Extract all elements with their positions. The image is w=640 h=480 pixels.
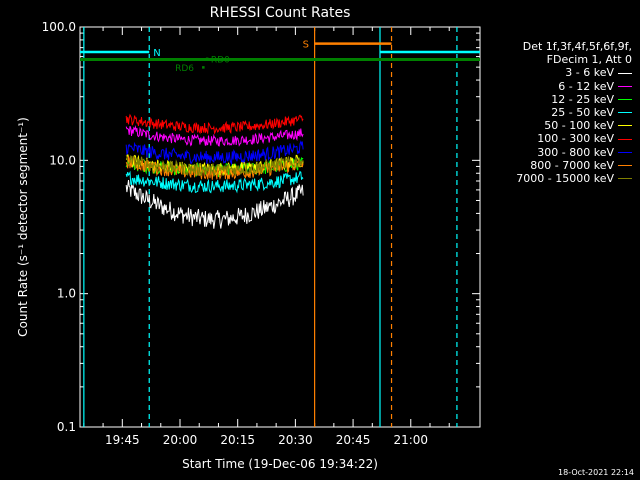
series-line (125, 180, 304, 229)
x-tick-label: 20:00 (163, 433, 198, 447)
x-tick-label: 20:45 (336, 433, 371, 447)
legend-swatch (618, 125, 632, 127)
legend-item: 100 - 300 keV (470, 132, 632, 145)
y-tick-label: 1.0 (57, 287, 76, 301)
legend-header-decimation: FDecim 1, Att 0 (546, 53, 632, 67)
annotation-label: N (153, 48, 160, 59)
legend-item: 6 - 12 keV (470, 80, 632, 93)
x-tick-label: 20:30 (278, 433, 313, 447)
legend-label: 100 - 300 keV (537, 132, 614, 146)
legend-swatch (618, 112, 632, 114)
legend-label: 6 - 12 keV (558, 79, 614, 93)
series-line (125, 125, 304, 147)
series-line (125, 170, 304, 194)
legend: Det 1f,3f,4f,5f,6f,9f, FDecim 1, Att 0 3… (470, 40, 632, 185)
legend-label: 300 - 800 keV (537, 145, 614, 159)
x-tick-label: 20:15 (220, 433, 255, 447)
plot-frame (79, 26, 481, 428)
legend-label: 25 - 50 keV (551, 106, 614, 120)
chart-title: RHESSI Count Rates (210, 5, 351, 21)
legend-item: 25 - 50 keV (470, 106, 632, 119)
annotation-label: S (303, 40, 309, 51)
x-tick-label: 19:45 (105, 433, 140, 447)
y-axis-label: Count Rate (s⁻¹ detector segment⁻¹) (16, 117, 30, 337)
legend-swatch (618, 98, 632, 100)
legend-label: 12 - 25 keV (551, 92, 614, 106)
x-tick-label: 21:00 (393, 433, 428, 447)
series-line (125, 154, 304, 177)
legend-item: 3 - 6 keV (470, 66, 632, 79)
legend-item: 50 - 100 keV (470, 119, 632, 132)
legend-swatch (618, 85, 632, 87)
annotation-dot (205, 57, 209, 61)
legend-swatch (618, 178, 632, 180)
annotation-label: RD0 (211, 56, 230, 66)
legend-item: 12 - 25 keV (470, 93, 632, 106)
legend-swatch (618, 164, 632, 166)
legend-swatch (618, 138, 632, 140)
legend-swatch (618, 72, 632, 74)
legend-swatch (618, 151, 632, 153)
legend-label: 800 - 7000 keV (530, 158, 614, 172)
series-line (125, 140, 304, 166)
annotation-label: RD6 (175, 64, 194, 74)
legend-label: 50 - 100 keV (544, 119, 614, 133)
y-tick-label: 0.1 (57, 420, 76, 434)
legend-label: 7000 - 15000 keV (516, 172, 614, 186)
legend-header-detectors: Det 1f,3f,4f,5f,6f,9f, (522, 40, 632, 53)
timestamp: 18-Oct-2021 22:14 (558, 468, 634, 477)
x-axis-label: Start Time (19-Dec-06 19:34:22) (182, 457, 378, 471)
legend-label: 3 - 6 keV (565, 66, 614, 80)
legend-item: 300 - 800 keV (470, 146, 632, 159)
series-line (125, 113, 304, 135)
annotation-dot (202, 66, 205, 69)
y-tick-label: 10.0 (49, 153, 76, 167)
y-tick-label: 100.0 (42, 20, 76, 34)
legend-item: 7000 - 15000 keV (470, 172, 632, 185)
legend-item: 800 - 7000 keV (470, 159, 632, 172)
